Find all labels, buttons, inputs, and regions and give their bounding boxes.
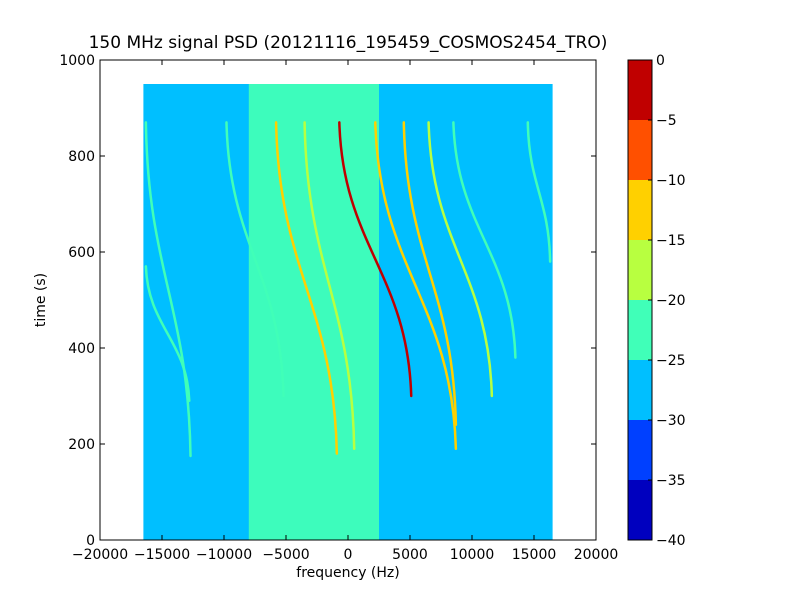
chart-title: 150 MHz signal PSD (20121116_195459_COSM… bbox=[89, 33, 608, 53]
colorbar-segment bbox=[628, 360, 652, 420]
colorbar-tick-label: −15 bbox=[656, 233, 686, 249]
psd-trace bbox=[526, 121, 552, 263]
colorbar-tick-label: −40 bbox=[656, 533, 686, 549]
colorbar-tick-label: −25 bbox=[656, 353, 686, 369]
colorbar-segment bbox=[628, 420, 652, 480]
x-tick-label: −5000 bbox=[262, 547, 309, 563]
psd-trace bbox=[144, 265, 191, 403]
psd-trace bbox=[303, 121, 356, 451]
x-axis-ticks: −20000 −15000 −10000 −5000 0 5000 10000 15000 20… bbox=[72, 60, 618, 563]
x-tick-label: 5000 bbox=[392, 547, 428, 563]
y-tick-label: 1000 bbox=[59, 53, 95, 69]
colorbar-tick-label: −20 bbox=[656, 293, 686, 309]
colorbar-tick-label: −5 bbox=[656, 113, 677, 129]
x-tick-label: 20000 bbox=[574, 547, 619, 563]
colorbar-segment bbox=[628, 240, 652, 300]
y-tick-label: 200 bbox=[68, 437, 95, 453]
y-axis-ticks: 0 200 400 600 800 1000 bbox=[59, 53, 596, 549]
psd-trace bbox=[274, 121, 339, 455]
x-tick-label: −15000 bbox=[134, 547, 190, 563]
colorbar-tick-label: −10 bbox=[656, 173, 686, 189]
x-tick-label: 10000 bbox=[450, 547, 495, 563]
colorbar-segment bbox=[628, 60, 652, 120]
y-tick-label: 0 bbox=[86, 533, 95, 549]
psd-trace bbox=[452, 121, 517, 359]
colorbar: 0 −5 −10 −15 −20 −25 −30 −35 −40 bbox=[627, 53, 686, 549]
colorbar-segment bbox=[628, 300, 652, 360]
x-tick-label: 15000 bbox=[512, 547, 557, 563]
colorbar-segment bbox=[628, 120, 652, 180]
psd-trace bbox=[374, 121, 458, 451]
y-axis-label: time (s) bbox=[33, 273, 49, 327]
x-tick-label: −20000 bbox=[72, 547, 128, 563]
psd-trace bbox=[144, 121, 192, 458]
colorbar-tick-label: 0 bbox=[656, 53, 665, 69]
x-axis-label: frequency (Hz) bbox=[296, 565, 399, 581]
psd-trace bbox=[225, 121, 285, 398]
y-tick-label: 400 bbox=[68, 341, 95, 357]
plot-area bbox=[99, 59, 597, 541]
psd-trace bbox=[338, 121, 413, 398]
y-tick-label: 600 bbox=[68, 245, 95, 261]
psd-trace bbox=[402, 121, 458, 427]
colorbar-segment bbox=[628, 480, 652, 540]
x-tick-label: 0 bbox=[344, 547, 353, 563]
x-tick-label: −10000 bbox=[196, 547, 252, 563]
colorbar-tick-label: −30 bbox=[656, 413, 686, 429]
psd-trace bbox=[427, 121, 494, 398]
colorbar-segment bbox=[628, 180, 652, 240]
colorbar-tick-label: −35 bbox=[656, 473, 686, 489]
y-tick-label: 800 bbox=[68, 149, 95, 165]
